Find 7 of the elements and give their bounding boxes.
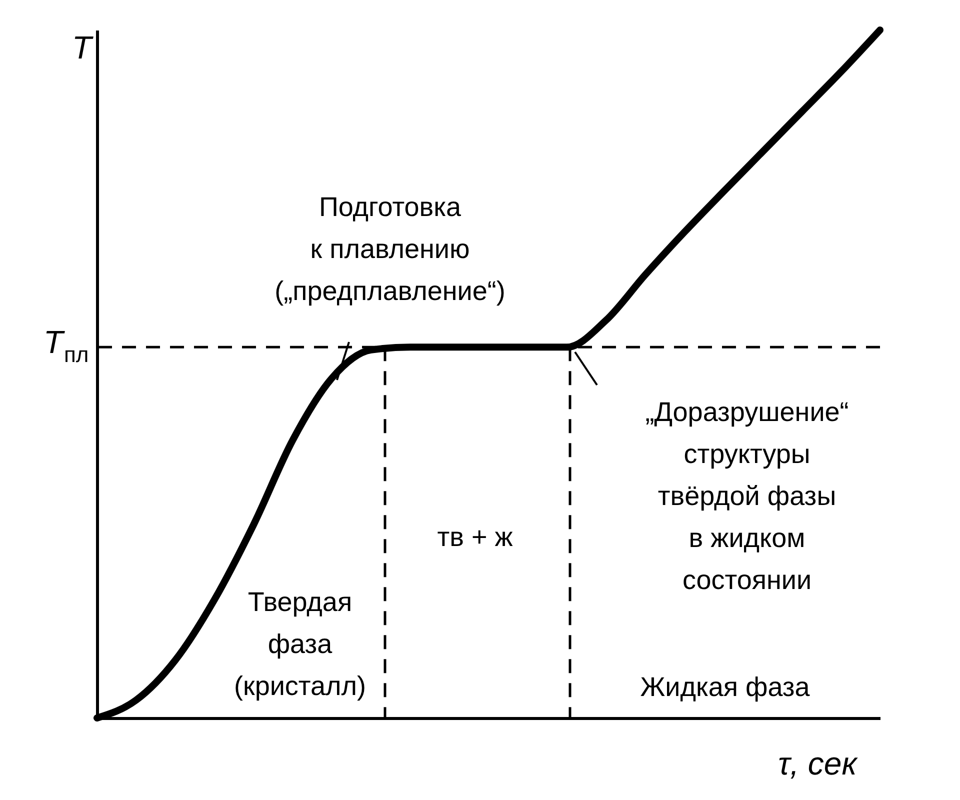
annotation: тв + ж [437, 522, 513, 552]
x-axis-title: τ, сек [778, 746, 859, 782]
annotation: „Доразрушение“ структуры твёрдой фазы в жидком состоянии [645, 397, 849, 595]
annotation: Жидкая фаза [640, 672, 811, 702]
y-axis-title: T [72, 30, 94, 66]
annotation: Твердая фаза (кристалл) [234, 587, 366, 701]
annotation: Подготовка к плавлению („предплавление“) [274, 192, 506, 306]
